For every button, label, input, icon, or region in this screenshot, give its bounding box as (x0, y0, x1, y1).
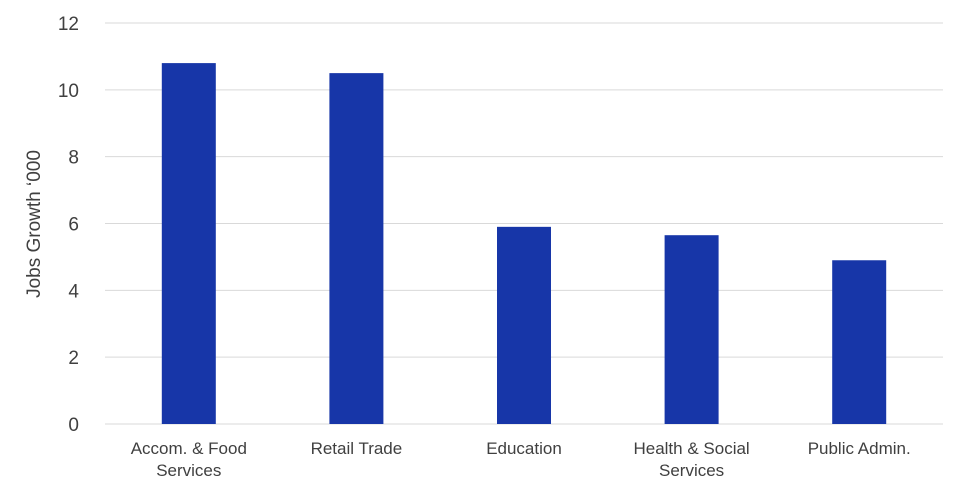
y-tick-label: 10 (58, 81, 79, 102)
bars (162, 63, 886, 424)
y-axis-title: Jobs Growth ‘000 (24, 150, 45, 298)
bar (162, 63, 216, 424)
x-category-label: Accom. & Food Services (131, 439, 247, 480)
y-tick-label: 6 (68, 215, 79, 236)
bar (497, 227, 551, 424)
y-tick-label: 8 (68, 148, 79, 169)
y-axis-ticks: 0 2 4 6 8 10 12 (58, 14, 80, 436)
x-category-label: Public Admin. (808, 439, 911, 458)
bar (665, 235, 719, 424)
x-category-label: Health & Social Services (633, 439, 749, 480)
bar (329, 73, 383, 424)
y-tick-label: 0 (68, 415, 79, 436)
bar (832, 260, 886, 424)
y-tick-label: 12 (58, 14, 79, 35)
x-category-label: Education (486, 439, 562, 458)
y-tick-label: 2 (68, 348, 79, 369)
x-category-label: Retail Trade (311, 439, 403, 458)
x-axis-labels: Accom. & Food Services Retail Trade Educati… (131, 439, 911, 480)
y-tick-label: 4 (68, 281, 79, 302)
